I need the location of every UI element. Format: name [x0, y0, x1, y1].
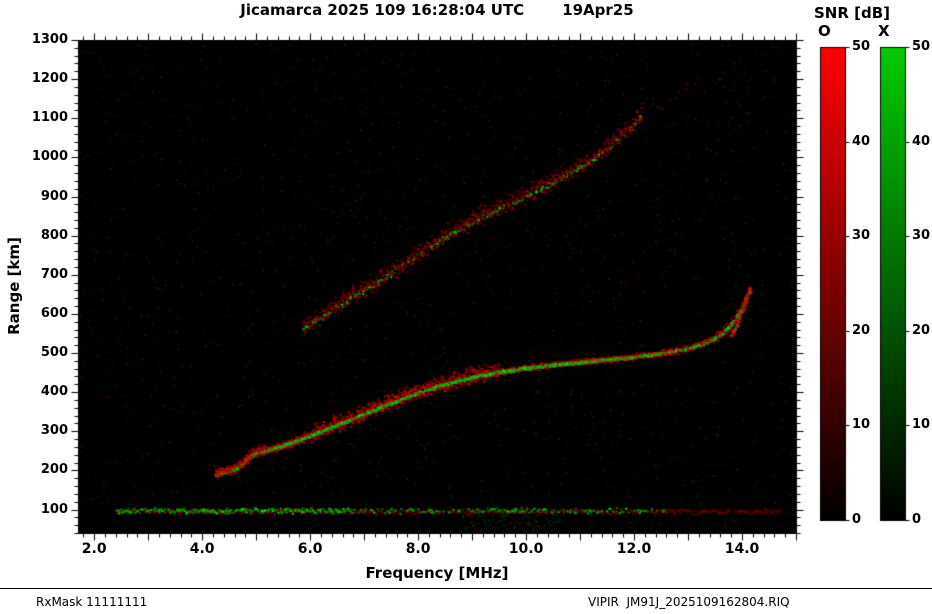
y-tick-label: 1100	[31, 110, 68, 126]
colorbar-x-tick-label: 10	[912, 417, 931, 433]
colorbar-x-tick-label: 20	[912, 322, 931, 338]
data-file-label: VIPIR JM91J_2025109162804.RIQ	[588, 595, 790, 609]
x-tick-label: 4.0	[189, 541, 215, 557]
plot-title-row: Jicamarca 2025 109 16:28:04 UTC 19Apr25	[78, 1, 796, 19]
rx-mask-label: RxMask 11111111	[36, 595, 148, 609]
y-axis-label: Range [km]	[5, 237, 23, 335]
colorbar-o-tick-label: 30	[852, 228, 871, 244]
x-axis-label: Frequency [MHz]	[365, 564, 509, 582]
plot-date: 19Apr25	[562, 1, 634, 19]
y-tick-label: 600	[40, 305, 68, 321]
y-tick-label: 500	[40, 345, 68, 361]
y-tick-label: 300	[40, 423, 68, 439]
x-tick-label: 2.0	[81, 541, 107, 557]
y-tick-label: 1200	[31, 71, 68, 87]
plot-title: Jicamarca 2025 109 16:28:04 UTC	[240, 1, 525, 19]
x-tick-label: 12.0	[616, 541, 652, 557]
colorbar-x-tick-label: 40	[912, 133, 931, 149]
y-tick-label: 100	[40, 501, 68, 517]
colorbar-x-tick-label: 50	[912, 39, 931, 54]
y-tick-label: 900	[40, 188, 68, 204]
x-tick-label: 10.0	[508, 541, 544, 557]
colorbar-x-mode-label: X	[878, 22, 890, 40]
x-tick-label: 14.0	[724, 541, 760, 557]
colorbar-o-tick-label: 50	[852, 39, 871, 54]
colorbar-o-tick-label: 0	[852, 512, 862, 527]
y-tick-label: 1300	[31, 32, 68, 47]
colorbar-x-tick-label: 30	[912, 228, 931, 244]
colorbar-o-mode-label: O	[818, 22, 831, 40]
y-tick-label: 700	[40, 266, 68, 282]
y-tick-label: 400	[40, 384, 68, 400]
footer-divider	[0, 588, 932, 589]
colorbar-o-tick-label: 20	[852, 322, 871, 338]
y-tick-label: 1000	[31, 149, 68, 165]
x-tick-label: 8.0	[405, 541, 431, 557]
y-tick-label: 200	[40, 462, 68, 478]
colorbar-o-tick-label: 40	[852, 133, 871, 149]
colorbar-o-tick-label: 10	[852, 417, 871, 433]
y-tick-label: 800	[40, 227, 68, 243]
colorbar-x-tick-label: 0	[912, 512, 922, 527]
colorbar-title: SNR [dB]	[814, 4, 891, 22]
x-tick-label: 6.0	[297, 541, 323, 557]
